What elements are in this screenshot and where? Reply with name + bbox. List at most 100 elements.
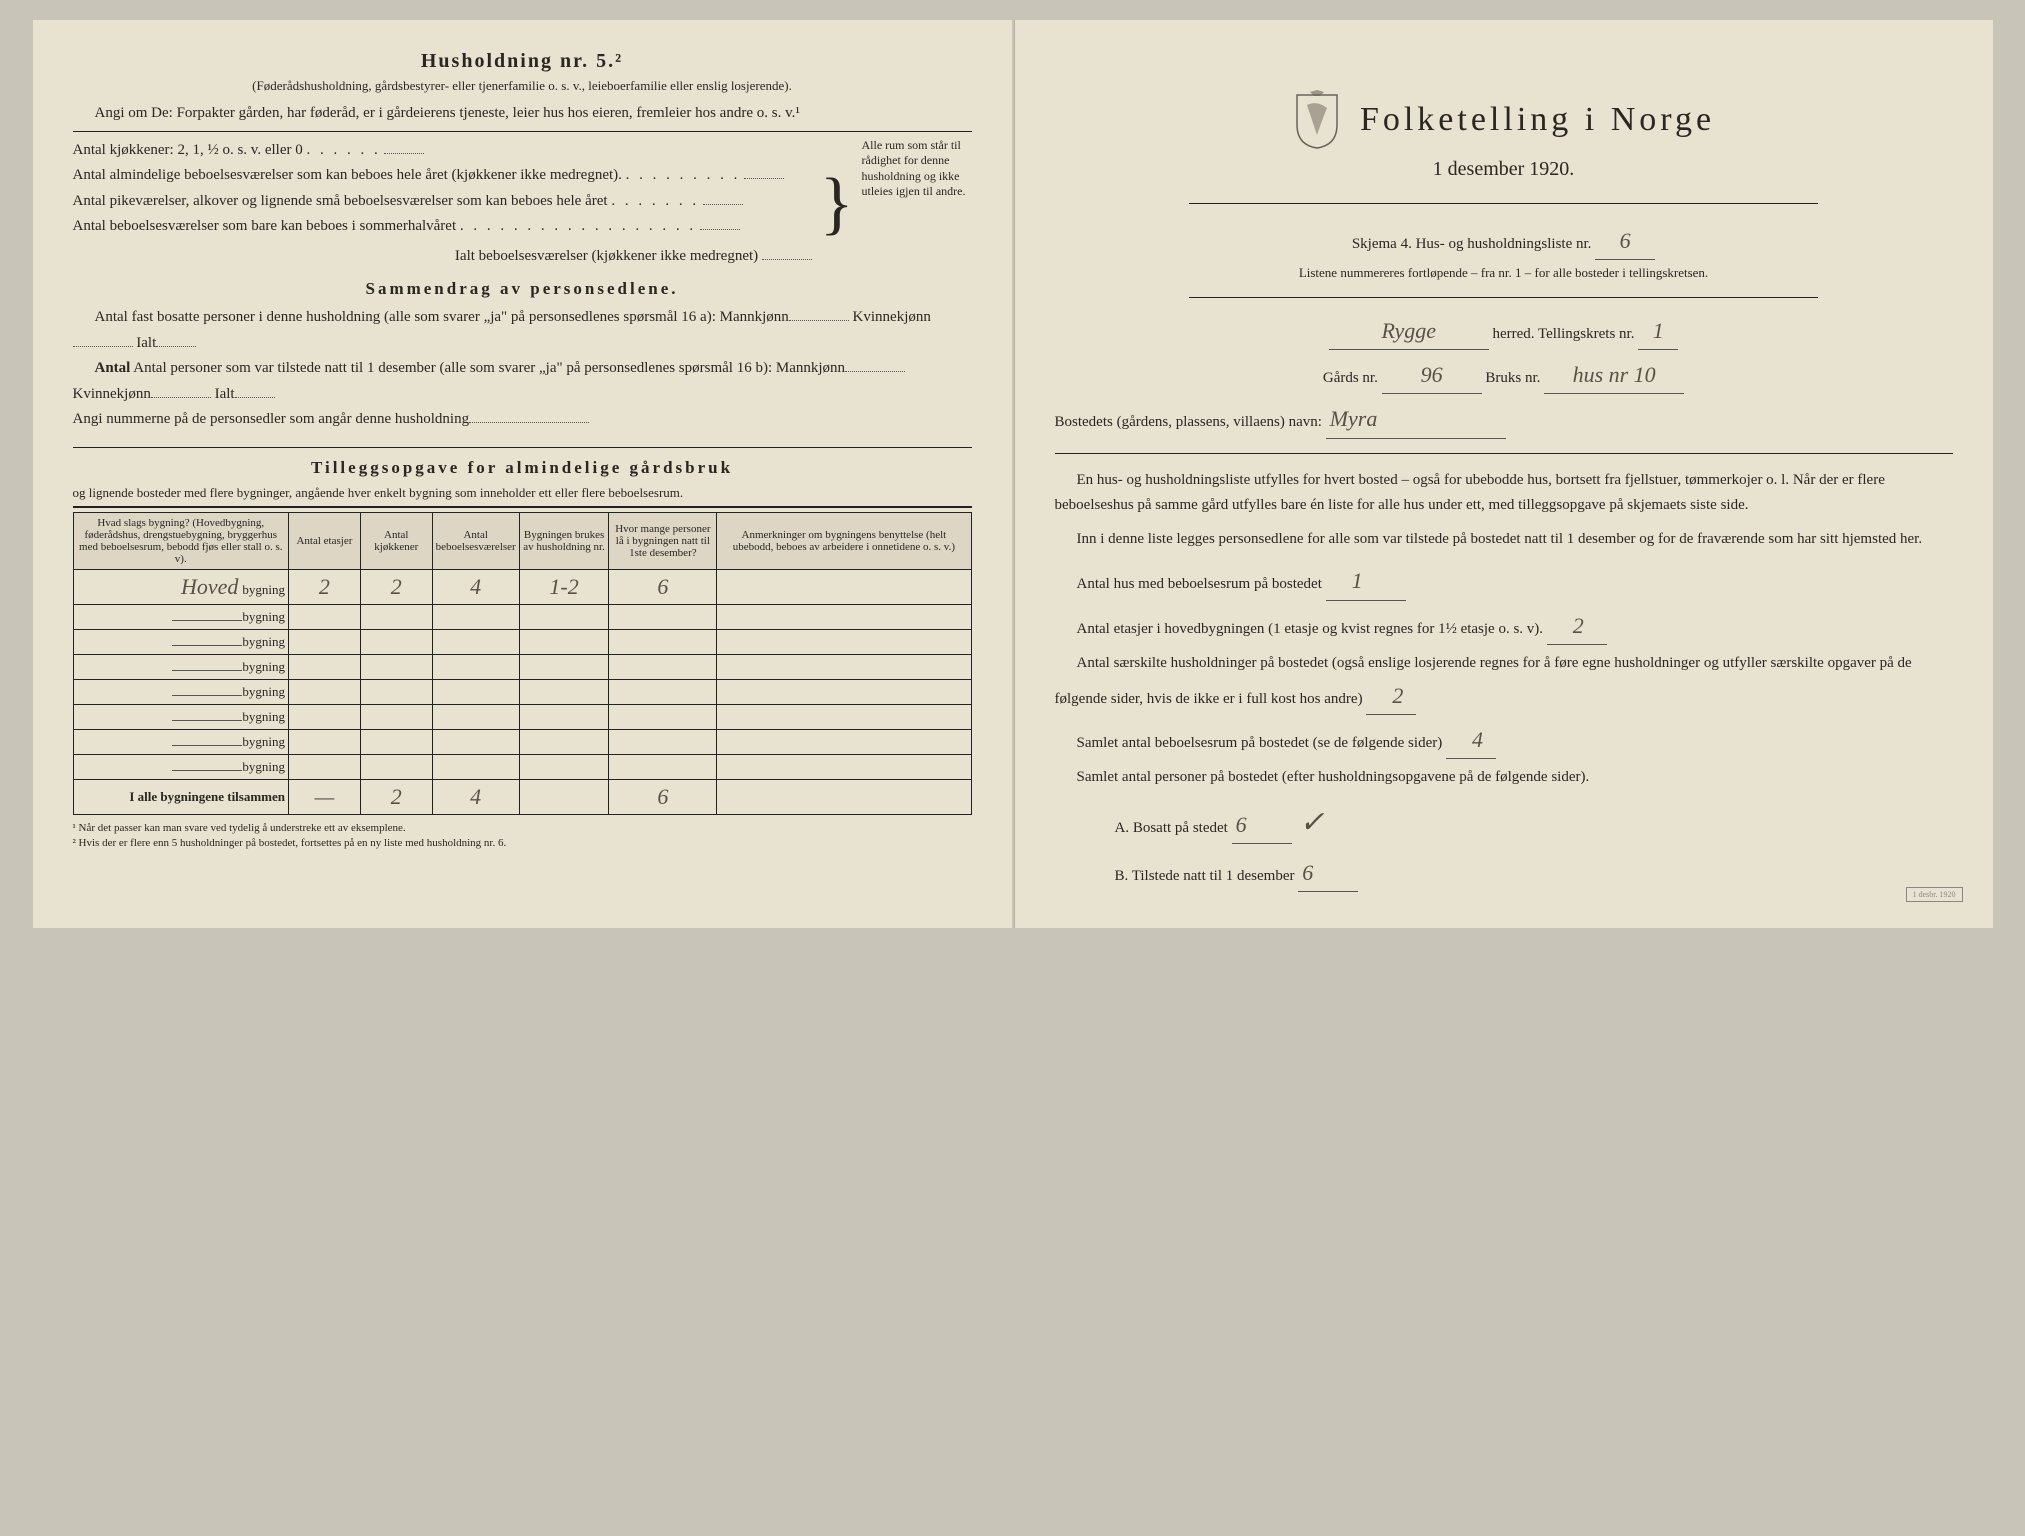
- table-cell: [609, 729, 717, 754]
- summary-3: Angi nummerne på de personsedler som ang…: [73, 407, 972, 433]
- list-note: Listene nummereres fortløpende – fra nr.…: [1055, 264, 1953, 282]
- table-cell: [360, 729, 432, 754]
- qB: B. Tilstede natt til 1 desember 6: [1115, 854, 1953, 892]
- table-cell: [432, 604, 519, 629]
- table-cell: [519, 604, 609, 629]
- table-row: bygning: [73, 754, 971, 779]
- brace-text: Alle rum som står til rådighet for denne…: [862, 138, 972, 270]
- table-cell: [717, 654, 971, 679]
- rooms-total: Ialt beboelsesværelser (kjøkkener ikke m…: [455, 248, 758, 264]
- building-table: Hvad slags bygning? (Hovedbygning, føder…: [73, 512, 972, 815]
- table-cell: [289, 679, 361, 704]
- table-header: Hvad slags bygning? (Hovedbygning, føder…: [73, 512, 971, 569]
- th-2: Antal kjøkkener: [360, 512, 432, 569]
- summary-heading: Sammendrag av personsedlene.: [73, 279, 972, 299]
- table-cell: [717, 679, 971, 704]
- household-heading: Husholdning nr. 5.²: [73, 50, 972, 73]
- table-cell: [432, 754, 519, 779]
- table-row: bygning: [73, 654, 971, 679]
- rooms1: Antal almindelige beboelsesværelser som …: [73, 167, 622, 183]
- main-title: Folketelling i Norge: [1360, 101, 1715, 139]
- subtitle: 1 desember 1920.: [1055, 158, 1953, 181]
- table-cell: [609, 604, 717, 629]
- printer-stamp: 1 desbr. 1920: [1906, 887, 1963, 902]
- row-label: bygning: [73, 679, 289, 704]
- table-cell: [289, 729, 361, 754]
- table-cell: [717, 704, 971, 729]
- table-total-row: I alle bygningene tilsammen — 2 4 6: [73, 779, 971, 814]
- table-cell: [289, 604, 361, 629]
- herred-line: Rygge herred. Tellingskrets nr. 1: [1055, 312, 1953, 350]
- th-3: Antal beboelsesværelser: [432, 512, 519, 569]
- th-6: Anmerkninger om bygningens benyttelse (h…: [717, 512, 971, 569]
- table-cell: [609, 629, 717, 654]
- table-cell: [360, 629, 432, 654]
- th-4: Bygningen brukes av husholdning nr.: [519, 512, 609, 569]
- q4: Samlet antal beboelsesrum på bostedet (s…: [1055, 721, 1953, 759]
- total-label: I alle bygningene tilsammen: [73, 779, 289, 814]
- q2: Antal etasjer i hovedbygningen (1 etasje…: [1055, 607, 1953, 645]
- table-row: Hovedbygning2241-26: [73, 569, 971, 604]
- table-cell: [519, 704, 609, 729]
- table-cell: [360, 654, 432, 679]
- tillegg-sub: og lignende bosteder med flere bygninger…: [73, 484, 972, 502]
- para1: En hus- og husholdningsliste utfylles fo…: [1055, 468, 1953, 519]
- table-cell: [519, 654, 609, 679]
- summary-2: Antal Antal personer som var tilstede na…: [73, 356, 972, 407]
- table-cell: [609, 679, 717, 704]
- table-cell: [717, 569, 971, 604]
- row-label: bygning: [73, 629, 289, 654]
- row-label: bygning: [73, 604, 289, 629]
- q5: Samlet antal personer på bostedet (efter…: [1055, 765, 1953, 791]
- table-cell: [609, 704, 717, 729]
- table-cell: [717, 604, 971, 629]
- row-label: bygning: [73, 704, 289, 729]
- table-cell: 2: [289, 569, 361, 604]
- table-cell: [289, 629, 361, 654]
- th-5: Hvor mange personer lå i bygningen natt …: [609, 512, 717, 569]
- table-cell: [432, 654, 519, 679]
- rooms-block: Antal kjøkkener: 2, 1, ½ o. s. v. eller …: [73, 138, 972, 270]
- table-cell: 2: [360, 569, 432, 604]
- footnotes: ¹ Når det passer kan man svare ved tydel…: [73, 821, 972, 852]
- summary-1: Antal fast bosatte personer i denne hush…: [73, 305, 972, 356]
- row-label: bygning: [73, 654, 289, 679]
- table-cell: [360, 679, 432, 704]
- footnote-1: ¹ Når det passer kan man svare ved tydel…: [73, 821, 972, 836]
- tillegg-heading: Tilleggsopgave for almindelige gårdsbruk: [73, 458, 972, 478]
- table-cell: [609, 754, 717, 779]
- bosted-line: Bostedets (gårdens, plassens, villaens) …: [1055, 400, 1953, 438]
- table-cell: [432, 704, 519, 729]
- table-cell: [519, 679, 609, 704]
- th-1: Antal etasjer: [289, 512, 361, 569]
- brace-icon: }: [820, 172, 854, 235]
- rooms3: Antal beboelsesværelser som bare kan beb…: [73, 218, 457, 234]
- document-spread: Husholdning nr. 5.² (Føderådshusholdning…: [33, 20, 1993, 928]
- th-0: Hvad slags bygning? (Hovedbygning, føder…: [73, 512, 289, 569]
- table-cell: [519, 729, 609, 754]
- skjema-line: Skjema 4. Hus- og husholdningsliste nr. …: [1055, 222, 1953, 260]
- gards-line: Gårds nr. 96 Bruks nr. hus nr 10: [1055, 356, 1953, 394]
- row-label: Hovedbygning: [73, 569, 289, 604]
- table-row: bygning: [73, 679, 971, 704]
- para2: Inn i denne liste legges personsedlene f…: [1055, 527, 1953, 553]
- row-label: bygning: [73, 754, 289, 779]
- table-cell: [717, 629, 971, 654]
- table-cell: 4: [432, 569, 519, 604]
- table-cell: [432, 729, 519, 754]
- table-row: bygning: [73, 604, 971, 629]
- table-cell: [717, 754, 971, 779]
- table-cell: 1-2: [519, 569, 609, 604]
- household-sub2: Angi om De: Forpakter gården, har føderå…: [73, 101, 972, 127]
- table-row: bygning: [73, 629, 971, 654]
- table-cell: [432, 679, 519, 704]
- table-cell: [717, 729, 971, 754]
- table-cell: [519, 754, 609, 779]
- table-cell: [289, 754, 361, 779]
- footnote-2: ² Hvis der er flere enn 5 husholdninger …: [73, 836, 972, 851]
- table-cell: [360, 704, 432, 729]
- household-sub1: (Føderådshusholdning, gårdsbestyrer- ell…: [73, 77, 972, 95]
- q1: Antal hus med beboelsesrum på bostedet 1: [1055, 562, 1953, 600]
- table-cell: [289, 654, 361, 679]
- table-cell: [360, 754, 432, 779]
